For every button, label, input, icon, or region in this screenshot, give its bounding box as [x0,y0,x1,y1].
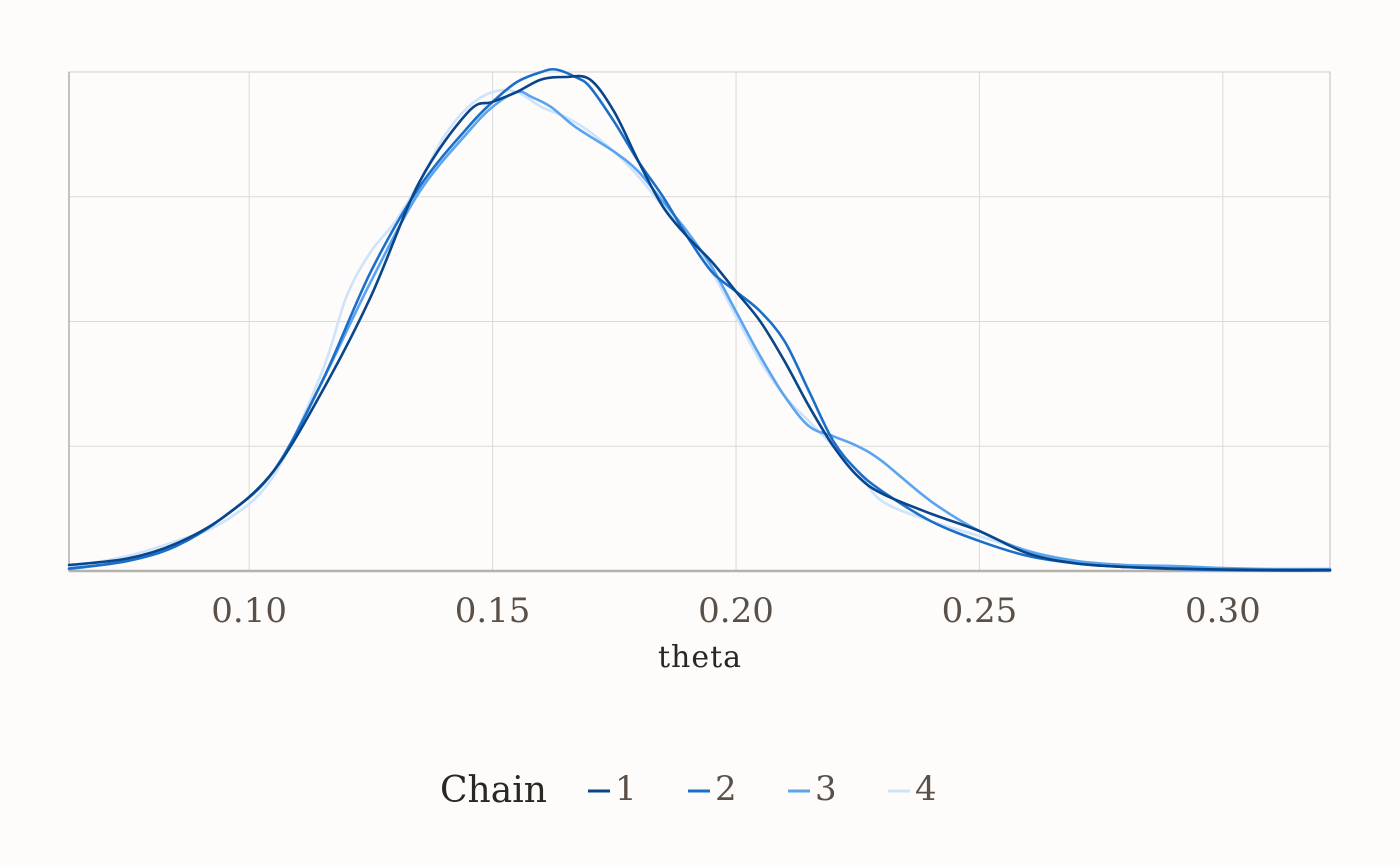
grid [68,71,1331,573]
series-line-chain-1 [67,74,1332,572]
x-tick-label: 0.30 [1185,591,1261,631]
x-tick-label: 0.15 [455,591,531,631]
x-tick-label: 0.20 [698,591,774,631]
legend-label-chain-3: 3 [815,769,837,809]
series-lines [67,67,1332,572]
legend: Chain 1 2 3 4 [440,769,937,811]
series-line-chain-4 [67,88,1332,572]
legend-label-chain-1: 1 [615,769,637,809]
series-line-chain-2 [67,67,1332,572]
x-tick-label: 0.10 [211,591,287,631]
x-axis: 0.10 0.15 0.20 0.25 0.30 [211,591,1260,631]
legend-label-chain-2: 2 [715,769,737,809]
x-tick-label: 0.25 [942,591,1018,631]
legend-title: Chain [440,770,547,811]
x-axis-title: theta [658,640,742,675]
legend-label-chain-4: 4 [915,769,937,809]
